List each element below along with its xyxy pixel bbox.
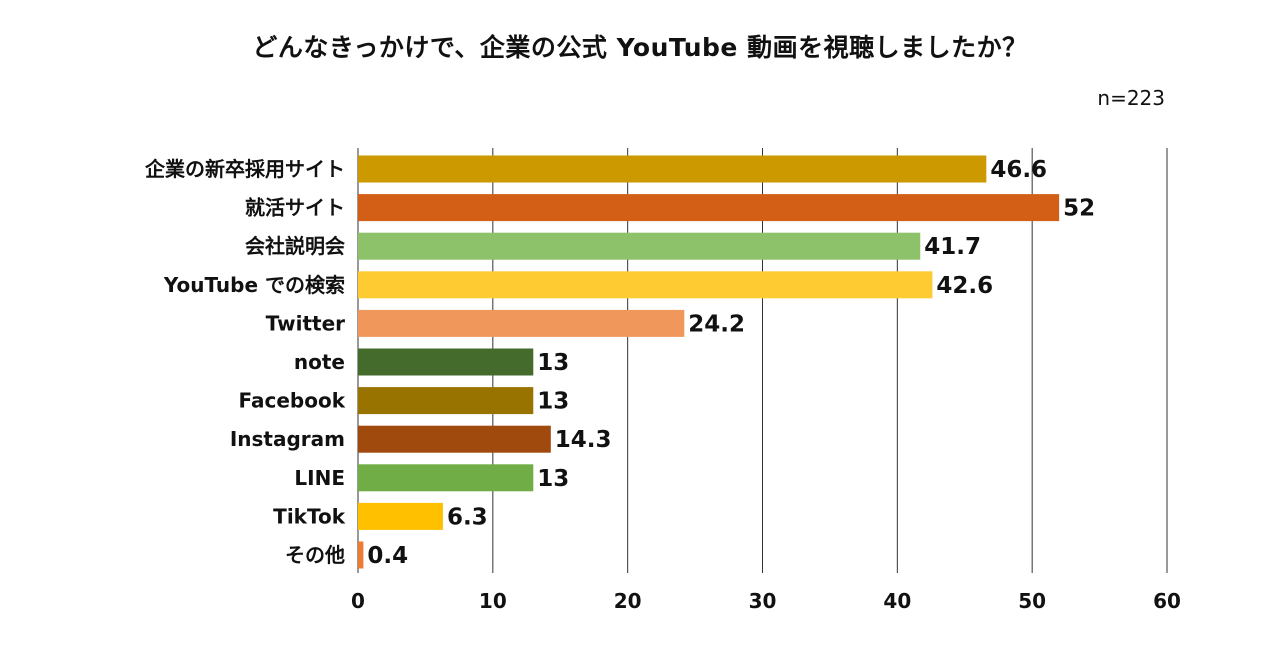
value-label: 6.3 [447,504,488,530]
sample-size-label: n=223 [1097,86,1165,110]
value-label: 41.7 [924,234,981,260]
category-label: Facebook [238,389,345,413]
bar [358,502,443,530]
labels: 0 10 20 30 40 50 60 企業の新卒採用サイト 46.6 就活サイト 52 会社説明会 4… [144,157,1181,613]
bar [358,425,551,453]
category-label: LINE [294,466,345,490]
category-label: Instagram [230,427,345,451]
bar [358,541,364,569]
value-label: 52 [1063,196,1095,222]
bar [358,155,987,183]
x-tick-label: 30 [749,589,777,613]
bar [358,271,933,299]
x-tick-label: 10 [479,589,507,613]
bars [358,155,1060,569]
category-label: その他 [285,543,345,567]
bar [358,232,921,260]
bar [358,387,534,415]
x-tick-label: 60 [1153,589,1181,613]
category-label: 就活サイト [245,196,345,220]
bar [358,194,1060,222]
x-tick-label: 20 [614,589,642,613]
chart-title: どんなきっかけで、企業の公式 YouTube 動画を視聴しましたか？ [252,33,1028,62]
category-label: TikTok [273,504,346,528]
value-label: 46.6 [990,157,1047,183]
category-label: note [294,350,345,374]
value-label: 24.2 [688,311,745,337]
value-label: 42.6 [936,273,993,299]
x-tick-label: 40 [883,589,911,613]
bar [358,348,534,376]
value-label: 0.4 [367,543,408,569]
bar [358,309,685,337]
bar [358,464,534,492]
category-label: Twitter [266,311,345,335]
category-label: 企業の新卒採用サイト [144,157,345,181]
value-label: 13 [537,350,569,376]
value-label: 14.3 [555,427,612,453]
category-label: YouTube での検索 [163,273,345,297]
x-tick-label: 0 [351,589,365,613]
x-tick-label: 50 [1018,589,1046,613]
value-label: 13 [537,389,569,415]
category-label: 会社説明会 [245,234,345,258]
value-label: 13 [537,466,569,492]
